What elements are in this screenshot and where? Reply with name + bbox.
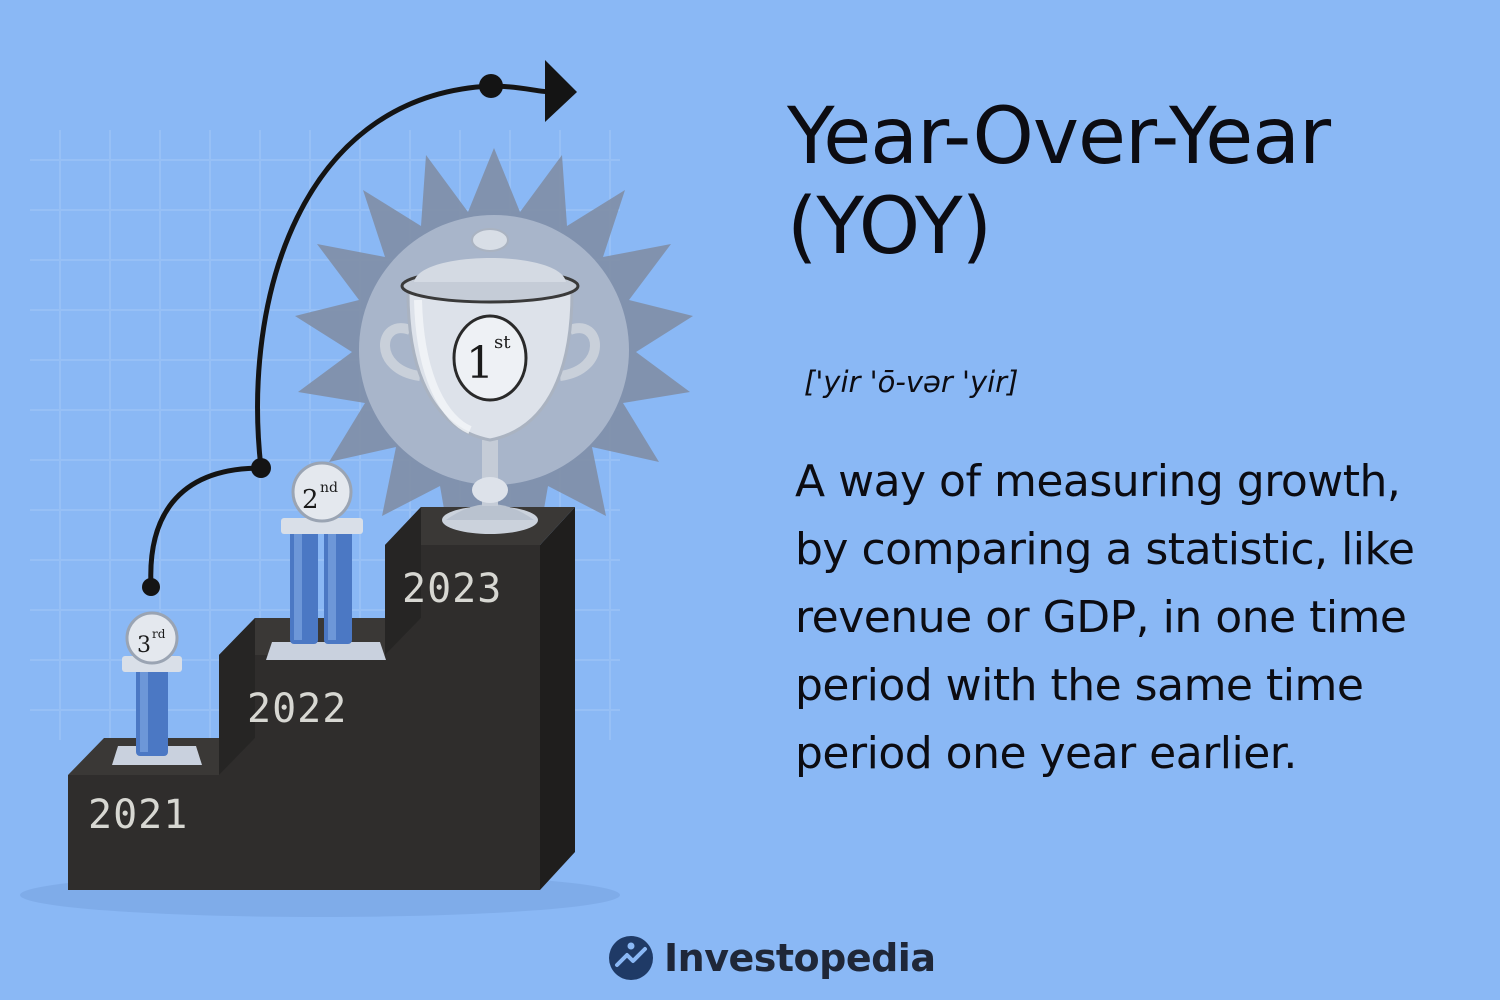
third-place-suffix: rd xyxy=(152,627,166,641)
podium-riser-3 xyxy=(385,507,421,655)
podium-riser-2 xyxy=(219,618,255,775)
first-place-cup-trophy: 1 st xyxy=(380,228,600,534)
podium-side xyxy=(540,507,575,890)
step-year-2023: 2023 xyxy=(402,566,502,612)
brand-name: Investopedia xyxy=(664,936,936,980)
second-place-trophy: 2 nd xyxy=(266,461,386,660)
growth-arrow xyxy=(142,60,577,596)
second-place-number: 2 xyxy=(302,485,319,515)
third-place-number: 3 xyxy=(137,633,151,658)
third-place-trophy: 3 rd xyxy=(112,611,202,765)
first-place-number: 1 xyxy=(466,338,494,389)
step-year-2021: 2021 xyxy=(88,792,188,838)
page-title: Year-Over-Year (YOY) xyxy=(787,92,1331,272)
investopedia-logo-icon xyxy=(609,936,653,980)
definition-text: A way of measuring growth, by comparing … xyxy=(795,456,1415,779)
podium-illustration: 2021 2022 2023 3 rd 2 nd xyxy=(20,60,693,917)
brand-footer: Investopedia xyxy=(608,930,936,986)
step-year-2022: 2022 xyxy=(247,686,347,732)
second-place-suffix: nd xyxy=(320,480,338,496)
pronunciation-text: ['yir 'ō-vər 'yir] xyxy=(804,365,1019,399)
first-place-suffix: st xyxy=(494,332,511,353)
podium-body xyxy=(68,545,540,890)
